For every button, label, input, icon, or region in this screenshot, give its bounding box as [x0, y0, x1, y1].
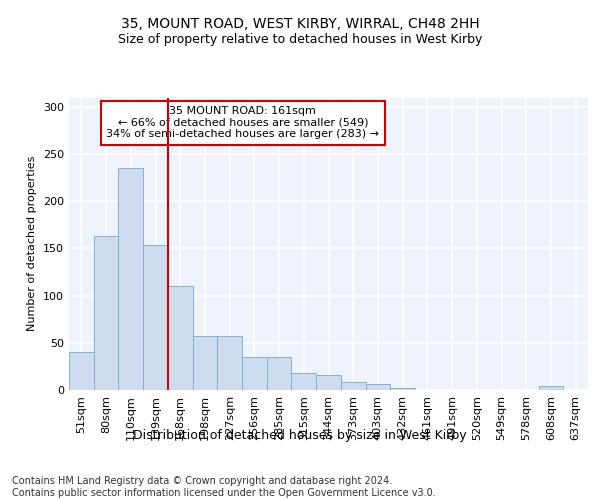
Y-axis label: Number of detached properties: Number of detached properties	[28, 156, 37, 332]
Bar	[341, 382, 365, 390]
Text: Size of property relative to detached houses in West Kirby: Size of property relative to detached ho…	[118, 32, 482, 46]
Bar	[292, 373, 316, 390]
Bar	[217, 336, 242, 390]
Bar	[365, 384, 390, 390]
Bar	[390, 388, 415, 390]
Bar	[193, 336, 217, 390]
Bar	[69, 352, 94, 390]
Bar	[118, 168, 143, 390]
Bar	[143, 244, 168, 390]
Text: 35 MOUNT ROAD: 161sqm
← 66% of detached houses are smaller (549)
34% of semi-det: 35 MOUNT ROAD: 161sqm ← 66% of detached …	[106, 106, 379, 140]
Bar	[168, 286, 193, 390]
Text: Distribution of detached houses by size in West Kirby: Distribution of detached houses by size …	[133, 428, 467, 442]
Bar	[267, 357, 292, 390]
Bar	[94, 236, 118, 390]
Bar	[316, 375, 341, 390]
Text: Contains HM Land Registry data © Crown copyright and database right 2024.
Contai: Contains HM Land Registry data © Crown c…	[12, 476, 436, 498]
Bar	[242, 357, 267, 390]
Bar	[539, 386, 563, 390]
Text: 35, MOUNT ROAD, WEST KIRBY, WIRRAL, CH48 2HH: 35, MOUNT ROAD, WEST KIRBY, WIRRAL, CH48…	[121, 18, 479, 32]
